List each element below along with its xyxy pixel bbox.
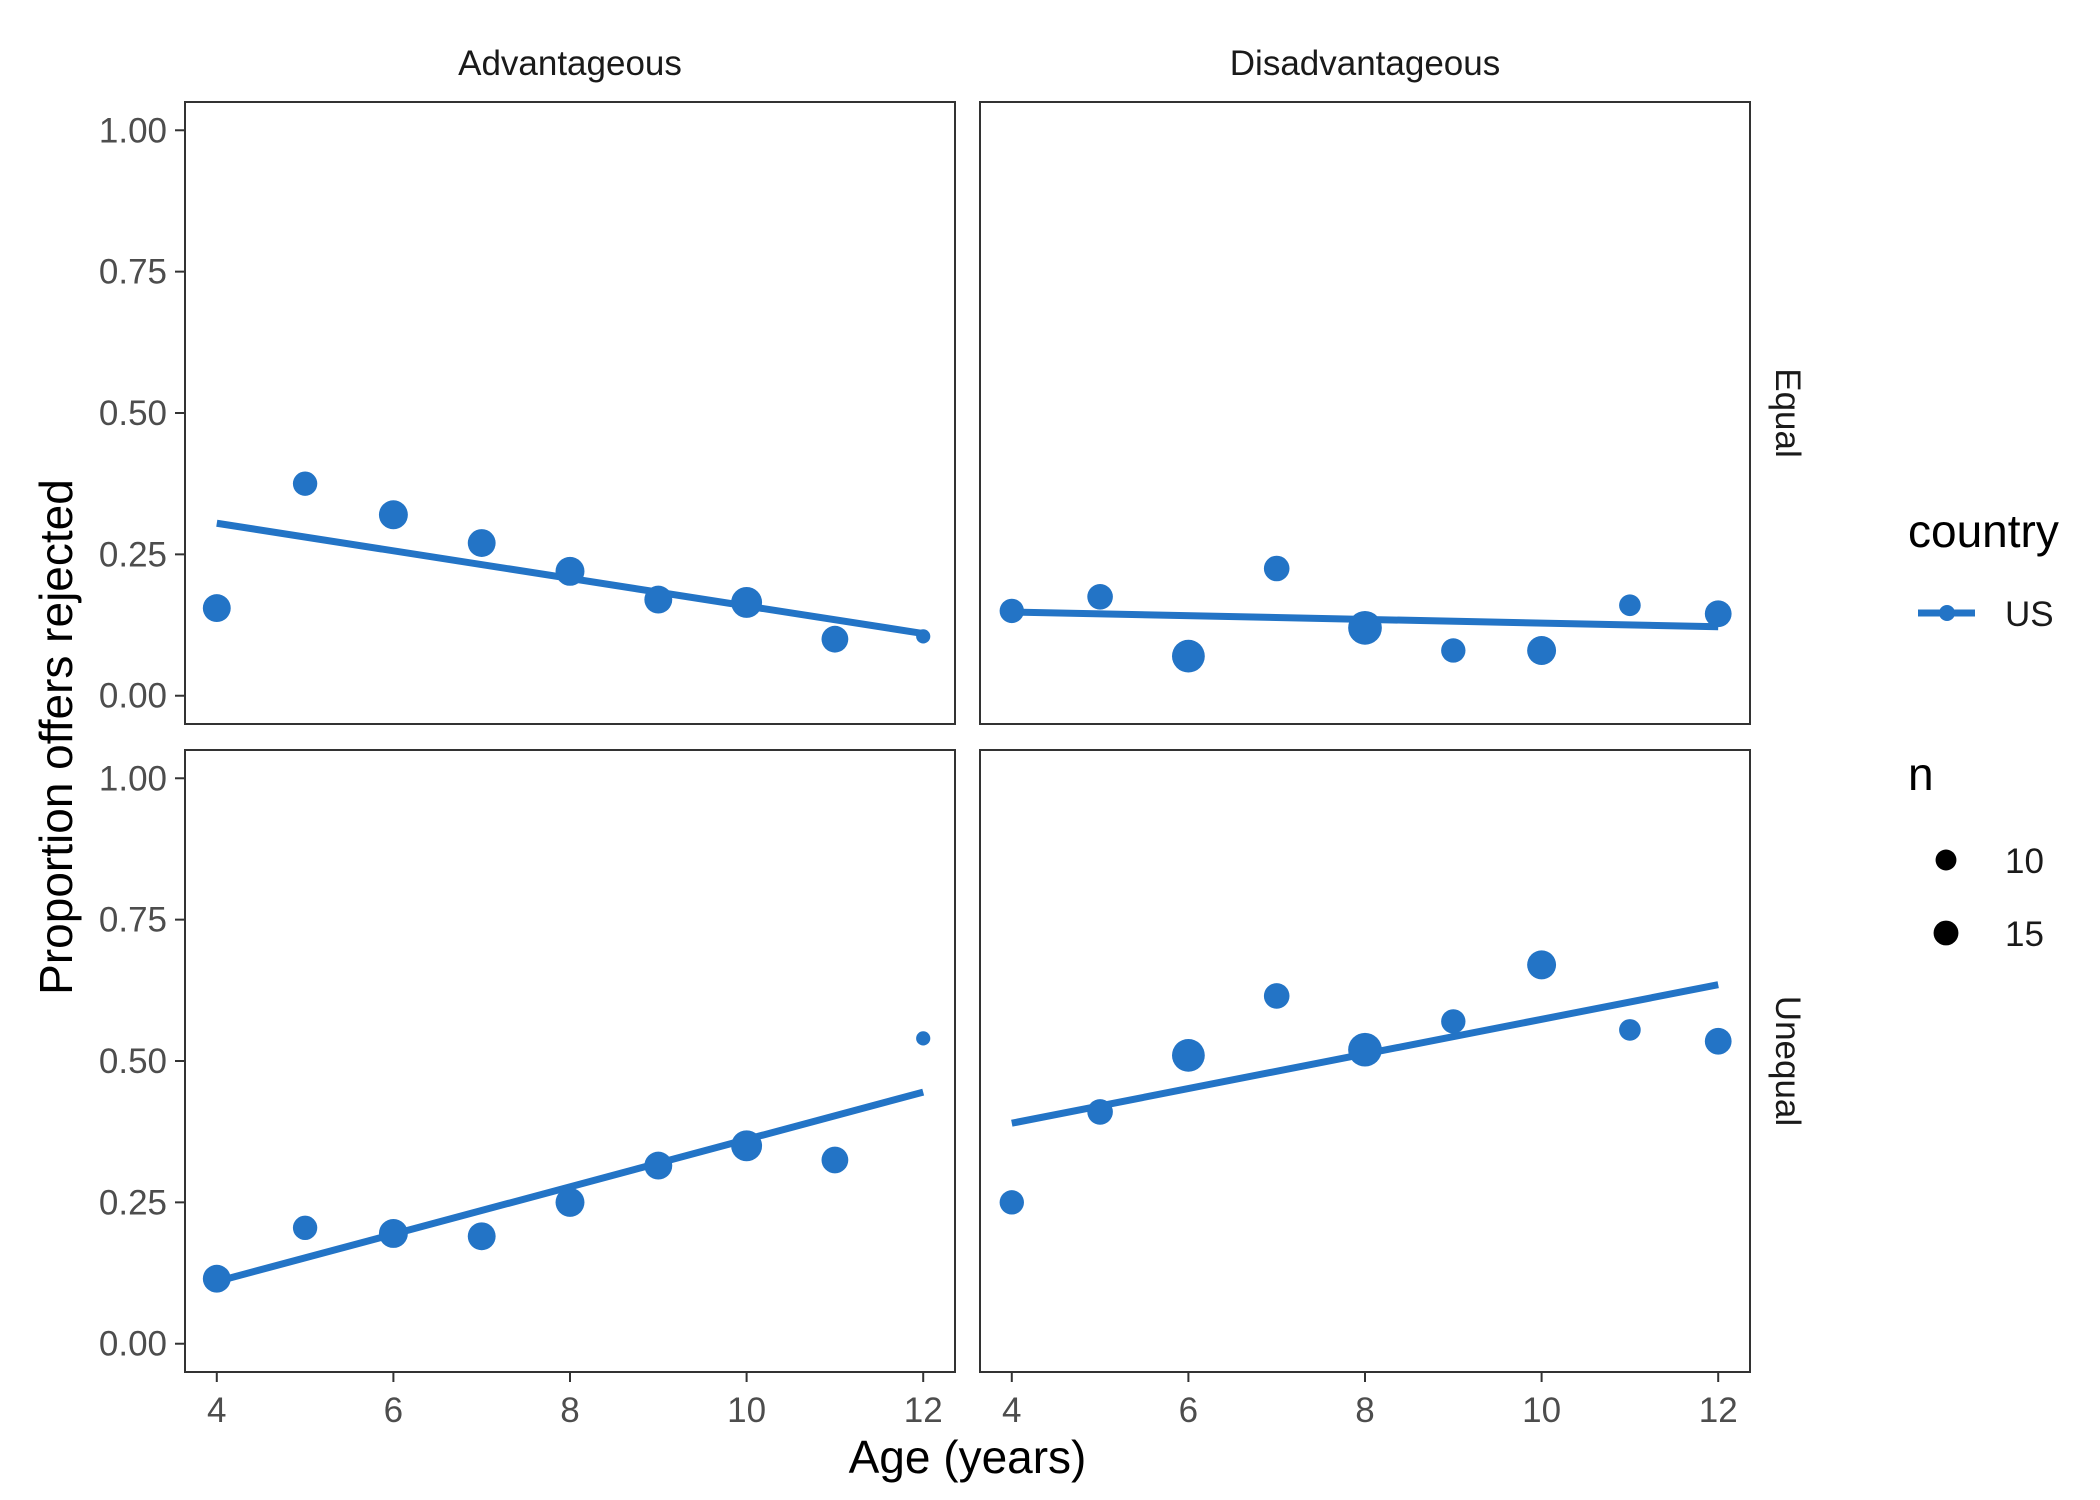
- data-point-advantageous-equal: [378, 500, 408, 530]
- data-point-advantageous-unequal: [378, 1218, 408, 1248]
- data-point-disadvantageous-equal: [1348, 611, 1382, 645]
- y-tick-label: 0.25: [99, 535, 167, 574]
- data-point-disadvantageous-unequal: [1441, 1009, 1466, 1034]
- x-tick-label: 6: [384, 1391, 403, 1430]
- row-strip-label-unequal: Unequal: [1768, 996, 1807, 1126]
- data-point-advantageous-unequal: [467, 1222, 496, 1251]
- x-tick-label: 4: [207, 1391, 226, 1430]
- x-tick-label: 8: [1355, 1391, 1374, 1430]
- data-point-disadvantageous-unequal: [1348, 1032, 1382, 1067]
- x-tick-label: 12: [1699, 1391, 1738, 1430]
- data-point-disadvantageous-unequal: [1527, 950, 1557, 980]
- x-tick-label: 8: [560, 1391, 579, 1430]
- legend-label-size: 10: [2005, 842, 2044, 881]
- y-tick-label: 0.00: [99, 1325, 167, 1364]
- data-point-advantageous-unequal: [916, 1031, 931, 1046]
- data-point-advantageous-equal: [202, 594, 231, 623]
- data-point-advantageous-equal: [555, 556, 585, 586]
- data-point-advantageous-unequal: [821, 1146, 849, 1174]
- y-tick-label: 0.75: [99, 901, 167, 940]
- y-tick-label: 1.00: [99, 111, 167, 150]
- data-point-advantageous-unequal: [644, 1151, 673, 1180]
- data-point-disadvantageous-equal: [1171, 639, 1205, 673]
- legend-size-key: [1933, 920, 1959, 946]
- data-point-disadvantageous-equal: [1263, 555, 1290, 582]
- y-tick-label: 0.25: [99, 1183, 167, 1222]
- data-point-advantageous-unequal: [731, 1130, 763, 1162]
- data-point-disadvantageous-equal: [1527, 636, 1557, 665]
- row-strip-label-equal: Equal: [1768, 368, 1807, 458]
- x-axis-title: Age (years): [849, 1431, 1087, 1483]
- y-tick-label: 0.50: [99, 1042, 167, 1081]
- y-tick-label: 0.75: [99, 253, 167, 292]
- data-point-disadvantageous-unequal: [999, 1190, 1024, 1215]
- data-point-advantageous-equal: [644, 585, 673, 614]
- y-tick-label: 0.00: [99, 677, 167, 716]
- data-point-disadvantageous-equal: [999, 598, 1024, 624]
- column-strip-label-advantageous: Advantageous: [458, 44, 682, 83]
- data-point-advantageous-equal: [821, 625, 849, 653]
- y-tick-label: 0.50: [99, 394, 167, 433]
- legend-size-key: [1935, 849, 1957, 871]
- column-strip-label-disadvantageous: Disadvantageous: [1230, 44, 1500, 83]
- data-point-advantageous-equal: [916, 629, 931, 644]
- data-point-disadvantageous-equal: [1619, 594, 1641, 617]
- x-tick-label: 4: [1002, 1391, 1021, 1430]
- data-point-disadvantageous-unequal: [1704, 1027, 1732, 1055]
- data-point-advantageous-equal: [731, 586, 763, 618]
- legend-title-country: country: [1908, 505, 2059, 557]
- x-tick-label: 10: [1522, 1391, 1561, 1430]
- data-point-disadvantageous-unequal: [1087, 1099, 1113, 1125]
- legend-label-size: 15: [2005, 915, 2044, 954]
- data-point-disadvantageous-unequal: [1263, 983, 1290, 1009]
- y-axis-title: Proportion offers rejected: [30, 479, 82, 995]
- x-tick-label: 12: [904, 1391, 943, 1430]
- data-point-disadvantageous-unequal: [1171, 1038, 1205, 1072]
- data-point-disadvantageous-equal: [1441, 638, 1466, 663]
- data-point-advantageous-unequal: [202, 1264, 231, 1293]
- panel-border-advantageous-unequal: [184, 749, 956, 1373]
- x-tick-label: 6: [1179, 1391, 1198, 1430]
- legend-key-point: [1939, 605, 1955, 621]
- data-point-advantageous-unequal: [292, 1215, 318, 1240]
- panel-border-disadvantageous-equal: [979, 101, 1751, 725]
- data-point-disadvantageous-equal: [1087, 583, 1113, 610]
- data-point-advantageous-unequal: [555, 1187, 585, 1217]
- y-tick-label: 1.00: [99, 759, 167, 798]
- fit-line-advantageous-unequal: [215, 1088, 925, 1285]
- legend-label-country: US: [2005, 595, 2054, 634]
- legend-title-n: n: [1908, 748, 1934, 800]
- x-tick-label: 10: [727, 1391, 766, 1430]
- data-point-disadvantageous-equal: [1704, 600, 1732, 628]
- data-point-advantageous-equal: [467, 529, 496, 557]
- data-point-advantageous-equal: [292, 471, 318, 496]
- data-point-disadvantageous-unequal: [1619, 1019, 1641, 1041]
